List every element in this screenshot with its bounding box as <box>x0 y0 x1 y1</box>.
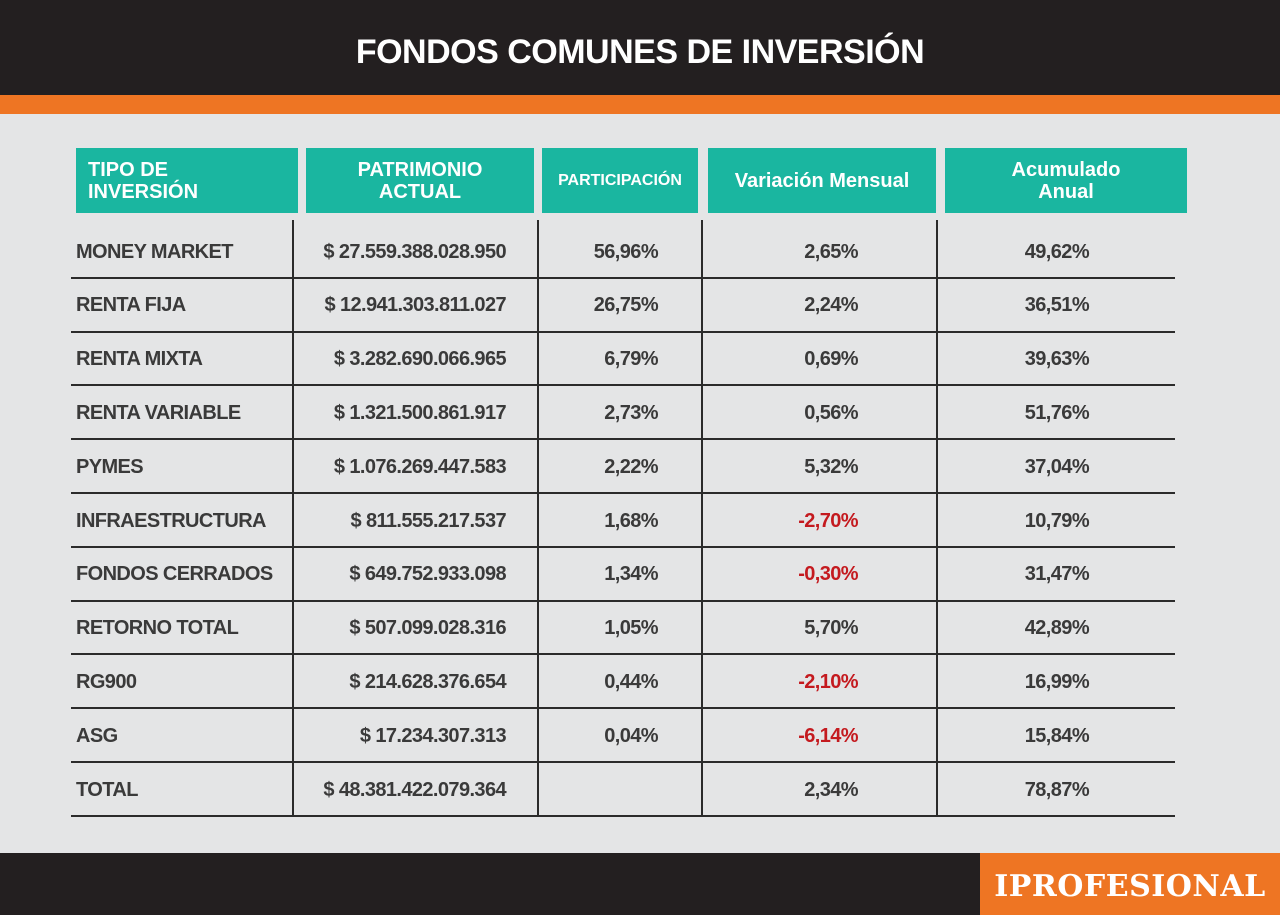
row-patrimonio: $ 1.321.500.861.917 <box>333 401 507 424</box>
row-acumulado: 49,62% <box>1024 240 1090 263</box>
column-divider <box>701 220 703 816</box>
row-name: RG900 <box>76 670 137 693</box>
row-patrimonio: $ 17.234.307.313 <box>359 724 507 747</box>
row-acumulado: 36,51% <box>1024 294 1090 317</box>
row-name: MONEY MARKET <box>76 240 233 263</box>
row-variacion: 2,24% <box>804 294 858 317</box>
row-participacion: 2,22% <box>604 455 658 478</box>
row-name: RETORNO TOTAL <box>76 617 239 640</box>
row-variacion: -6,14% <box>798 724 858 747</box>
row-variacion: -2,10% <box>798 670 858 693</box>
row-participacion: 1,34% <box>604 563 658 586</box>
row-name: RENTA MIXTA <box>76 348 203 371</box>
row-participacion: 26,75% <box>593 294 659 317</box>
row-variacion: 5,32% <box>804 455 858 478</box>
row-acumulado: 39,63% <box>1024 348 1090 371</box>
row-divider <box>71 492 1175 494</box>
column-divider <box>936 220 938 816</box>
row-name: RENTA FIJA <box>76 294 186 317</box>
row-name: RENTA VARIABLE <box>76 401 241 424</box>
header-patrimonio: PATRIMONIO ACTUAL <box>306 148 534 213</box>
header-acumulado-line1: Acumulado <box>1011 158 1121 181</box>
page-title: FONDOS COMUNES DE INVERSIÓN <box>355 33 925 71</box>
header-patrimonio-line2: ACTUAL <box>378 180 462 203</box>
row-patrimonio: $ 48.381.422.079.364 <box>323 778 506 801</box>
header-tipo-line2: INVERSIÓN <box>88 180 199 203</box>
row-patrimonio: $ 27.559.388.028.950 <box>323 240 506 263</box>
row-divider <box>71 653 1175 655</box>
row-name: FONDOS CERRADOS <box>76 563 273 586</box>
row-participacion: 6,79% <box>604 348 658 371</box>
row-variacion: 0,69% <box>804 348 858 371</box>
row-patrimonio: $ 3.282.690.066.965 <box>333 348 507 371</box>
title-bar: FONDOS COMUNES DE INVERSIÓN <box>0 0 1280 95</box>
header-participacion: PARTICIPACIÓN <box>542 148 698 213</box>
header-tipo-line1: TIPO DE <box>88 158 169 181</box>
row-variacion: 2,65% <box>804 240 858 263</box>
header-participacion-label: PARTICIPACIÓN <box>558 171 682 189</box>
row-acumulado: 10,79% <box>1024 509 1090 532</box>
row-variacion: 2,34% <box>804 778 858 801</box>
row-divider <box>71 438 1175 440</box>
row-participacion: 2,73% <box>604 401 658 424</box>
row-participacion: 1,68% <box>604 509 658 532</box>
column-divider <box>292 220 294 816</box>
row-acumulado: 51,76% <box>1024 401 1090 424</box>
header-tipo: TIPO DE INVERSIÓN <box>76 148 298 213</box>
row-name: INFRAESTRUCTURA <box>76 509 266 532</box>
row-name: PYMES <box>76 455 144 478</box>
header-acumulado-line2: Anual <box>1038 180 1094 203</box>
row-divider <box>71 277 1175 279</box>
row-participacion: 0,04% <box>604 724 658 747</box>
header-variacion-label: Variación Mensual <box>734 169 910 192</box>
row-patrimonio: $ 214.628.376.654 <box>349 670 506 693</box>
header-variacion: Variación Mensual <box>708 148 936 213</box>
brand-logo-text: IPROFESIONAL <box>994 868 1266 904</box>
row-variacion: -2,70% <box>798 509 858 532</box>
row-divider <box>71 546 1175 548</box>
row-acumulado: 31,47% <box>1024 563 1090 586</box>
row-acumulado: 15,84% <box>1024 724 1090 747</box>
row-patrimonio: $ 12.941.303.811.027 <box>324 294 506 317</box>
row-name: TOTAL <box>76 778 138 801</box>
row-participacion: 0,44% <box>604 670 658 693</box>
row-patrimonio: $ 1.076.269.447.583 <box>333 455 507 478</box>
row-patrimonio: $ 811.555.217.537 <box>350 509 506 532</box>
row-patrimonio: $ 649.752.933.098 <box>349 563 506 586</box>
row-divider <box>71 600 1175 602</box>
accent-stripe <box>0 95 1280 114</box>
row-divider <box>71 707 1175 709</box>
row-acumulado: 37,04% <box>1024 455 1090 478</box>
row-variacion: 0,56% <box>804 401 858 424</box>
row-acumulado: 42,89% <box>1024 617 1090 640</box>
row-variacion: 5,70% <box>804 617 858 640</box>
row-acumulado: 78,87% <box>1024 778 1090 801</box>
row-variacion: -0,30% <box>798 563 858 586</box>
row-acumulado: 16,99% <box>1024 670 1090 693</box>
column-divider <box>537 220 539 816</box>
row-participacion <box>541 764 658 816</box>
row-divider <box>71 815 1175 817</box>
header-acumulado: Acumulado Anual <box>945 148 1187 213</box>
row-patrimonio: $ 507.099.028.316 <box>349 617 506 640</box>
row-divider <box>71 384 1175 386</box>
row-divider <box>71 331 1175 333</box>
row-name: ASG <box>76 724 118 747</box>
header-patrimonio-line1: PATRIMONIO <box>357 158 483 181</box>
brand-logo: IPROFESIONAL <box>980 853 1280 915</box>
row-divider <box>71 761 1175 763</box>
row-participacion: 1,05% <box>604 617 658 640</box>
row-participacion: 56,96% <box>593 240 659 263</box>
